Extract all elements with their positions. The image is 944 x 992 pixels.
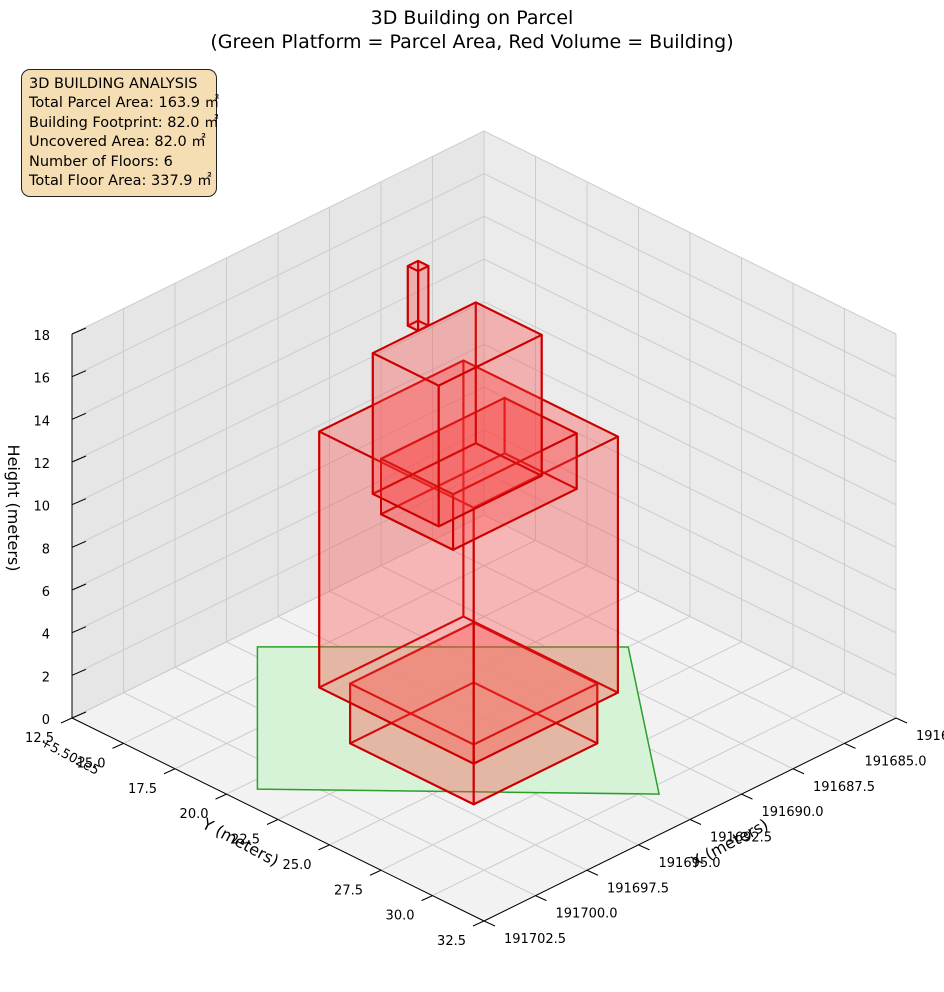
y-tick-label: 25.0 bbox=[283, 858, 312, 873]
y-tick-label: 27.5 bbox=[334, 883, 363, 898]
x-tick-mark bbox=[792, 768, 805, 775]
z-tick-label: 0 bbox=[42, 713, 50, 728]
x-tick-mark bbox=[895, 717, 908, 724]
x-tick-label: 191687.5 bbox=[813, 780, 875, 795]
y-tick-mark bbox=[472, 920, 485, 927]
y-tick-mark bbox=[163, 768, 176, 775]
z-tick-label: 6 bbox=[42, 585, 50, 600]
z-gridline bbox=[71, 514, 897, 719]
x-tick-mark bbox=[638, 844, 650, 851]
building-face bbox=[406, 259, 430, 273]
x-tick-mark bbox=[535, 895, 547, 902]
chart-title-line-1: 3D Building on Parcel bbox=[370, 7, 574, 29]
z-tick-mark bbox=[71, 583, 87, 591]
z-tick-mark bbox=[71, 540, 87, 548]
building-face bbox=[318, 359, 619, 509]
x-tick-label: 191702.5 bbox=[504, 932, 566, 947]
y-tick-label: 17.5 bbox=[128, 782, 157, 797]
info-line-floors: Number of Floors: 6 bbox=[29, 153, 173, 170]
building-face bbox=[371, 301, 543, 387]
y-tick-label: 22.5 bbox=[231, 833, 260, 848]
y-tick-label: 32.5 bbox=[437, 934, 466, 949]
z-tick-label: 12 bbox=[33, 457, 50, 472]
chart-title: 3D Building on Parcel (Green Platform = … bbox=[0, 6, 944, 54]
z-tick-mark bbox=[71, 412, 87, 420]
y-tick-mark bbox=[318, 844, 330, 851]
y-tick-mark bbox=[60, 717, 73, 724]
z-tick-label: 4 bbox=[42, 628, 50, 643]
x-tick-label: 191697.5 bbox=[607, 881, 669, 896]
info-line-parcel-area: Total Parcel Area: 163.9 ㎡ bbox=[29, 95, 220, 112]
y-tick-mark bbox=[421, 895, 433, 902]
x-tick-label: 191692.5 bbox=[710, 831, 772, 846]
z-tick-label: 16 bbox=[33, 372, 50, 387]
building-block-4 bbox=[371, 301, 543, 528]
y-tick-mark bbox=[369, 869, 382, 876]
z-tick-label: 14 bbox=[33, 414, 50, 429]
z-gridline bbox=[71, 429, 897, 634]
z-tick-mark bbox=[71, 711, 87, 719]
tick-labels: 191682.5 191685.0 191687.5 191690.0 191692.5… bbox=[25, 329, 944, 949]
z-axis-label: Height (meters) bbox=[4, 445, 23, 572]
z-gridline bbox=[71, 215, 897, 420]
z-tick-label: 2 bbox=[42, 670, 50, 685]
x-tick-mark bbox=[689, 819, 702, 825]
y-tick-mark bbox=[112, 742, 124, 749]
info-line-uncovered: Uncovered Area: 82.0 ㎡ bbox=[29, 134, 206, 151]
x-tick-label: 191690.0 bbox=[762, 805, 824, 820]
x-tick-label: 191700.0 bbox=[556, 907, 618, 922]
z-gridline bbox=[71, 471, 897, 676]
z-tick-label: 18 bbox=[33, 329, 50, 344]
z-gridline bbox=[71, 386, 897, 591]
building-block-5 bbox=[406, 259, 430, 332]
z-gridline bbox=[71, 173, 897, 378]
z-tick-label: 8 bbox=[42, 542, 50, 557]
z-tick-mark bbox=[71, 626, 87, 634]
z-tick-mark bbox=[71, 498, 87, 506]
y-tick-label: 30.0 bbox=[386, 909, 415, 924]
z-gridline bbox=[71, 258, 897, 463]
x-tick-label: 191685.0 bbox=[865, 754, 927, 769]
building-block-2 bbox=[318, 359, 619, 765]
info-line-floor-area: Total Floor Area: 337.9 ㎡ bbox=[29, 173, 212, 190]
y-tick-label: 12.5 bbox=[25, 731, 54, 746]
info-heading: 3D BUILDING ANALYSIS bbox=[29, 76, 198, 92]
chart-title-line-2: (Green Platform = Parcel Area, Red Volum… bbox=[210, 31, 734, 53]
info-line-footprint: Building Footprint: 82.0 ㎡ bbox=[29, 114, 219, 131]
z-gridline bbox=[71, 130, 897, 335]
y-tick-label: 20.0 bbox=[180, 807, 209, 822]
x-tick-mark bbox=[844, 742, 856, 749]
building-face bbox=[380, 396, 578, 496]
z-tick-mark bbox=[71, 327, 87, 335]
z-gridline bbox=[71, 343, 897, 548]
x-tick-mark bbox=[741, 793, 753, 800]
z-tick-label: 10 bbox=[33, 500, 50, 515]
x-tick-mark bbox=[483, 920, 496, 927]
building-block-3 bbox=[380, 396, 578, 551]
z-tick-mark bbox=[71, 455, 87, 463]
z-tick-mark bbox=[71, 668, 87, 676]
parcel-platform bbox=[256, 646, 661, 795]
y-tick-label: 15.0 bbox=[77, 756, 106, 771]
y-tick-mark bbox=[266, 819, 279, 825]
y-axis-label: Y (meters) bbox=[198, 814, 282, 871]
chart-marks bbox=[256, 259, 661, 806]
x-tick-label: 191682.5 bbox=[916, 729, 944, 744]
y-tick-mark bbox=[215, 793, 227, 800]
x-tick-mark bbox=[586, 869, 599, 876]
building-face bbox=[406, 265, 420, 332]
axis-lines bbox=[60, 327, 908, 927]
z-tick-mark bbox=[71, 370, 87, 378]
z-gridline bbox=[71, 301, 897, 506]
x-tick-label: 191695.0 bbox=[659, 856, 721, 871]
building-face bbox=[417, 265, 430, 332]
analysis-info-box: 3D BUILDING ANALYSIS Total Parcel Area: … bbox=[21, 69, 220, 197]
